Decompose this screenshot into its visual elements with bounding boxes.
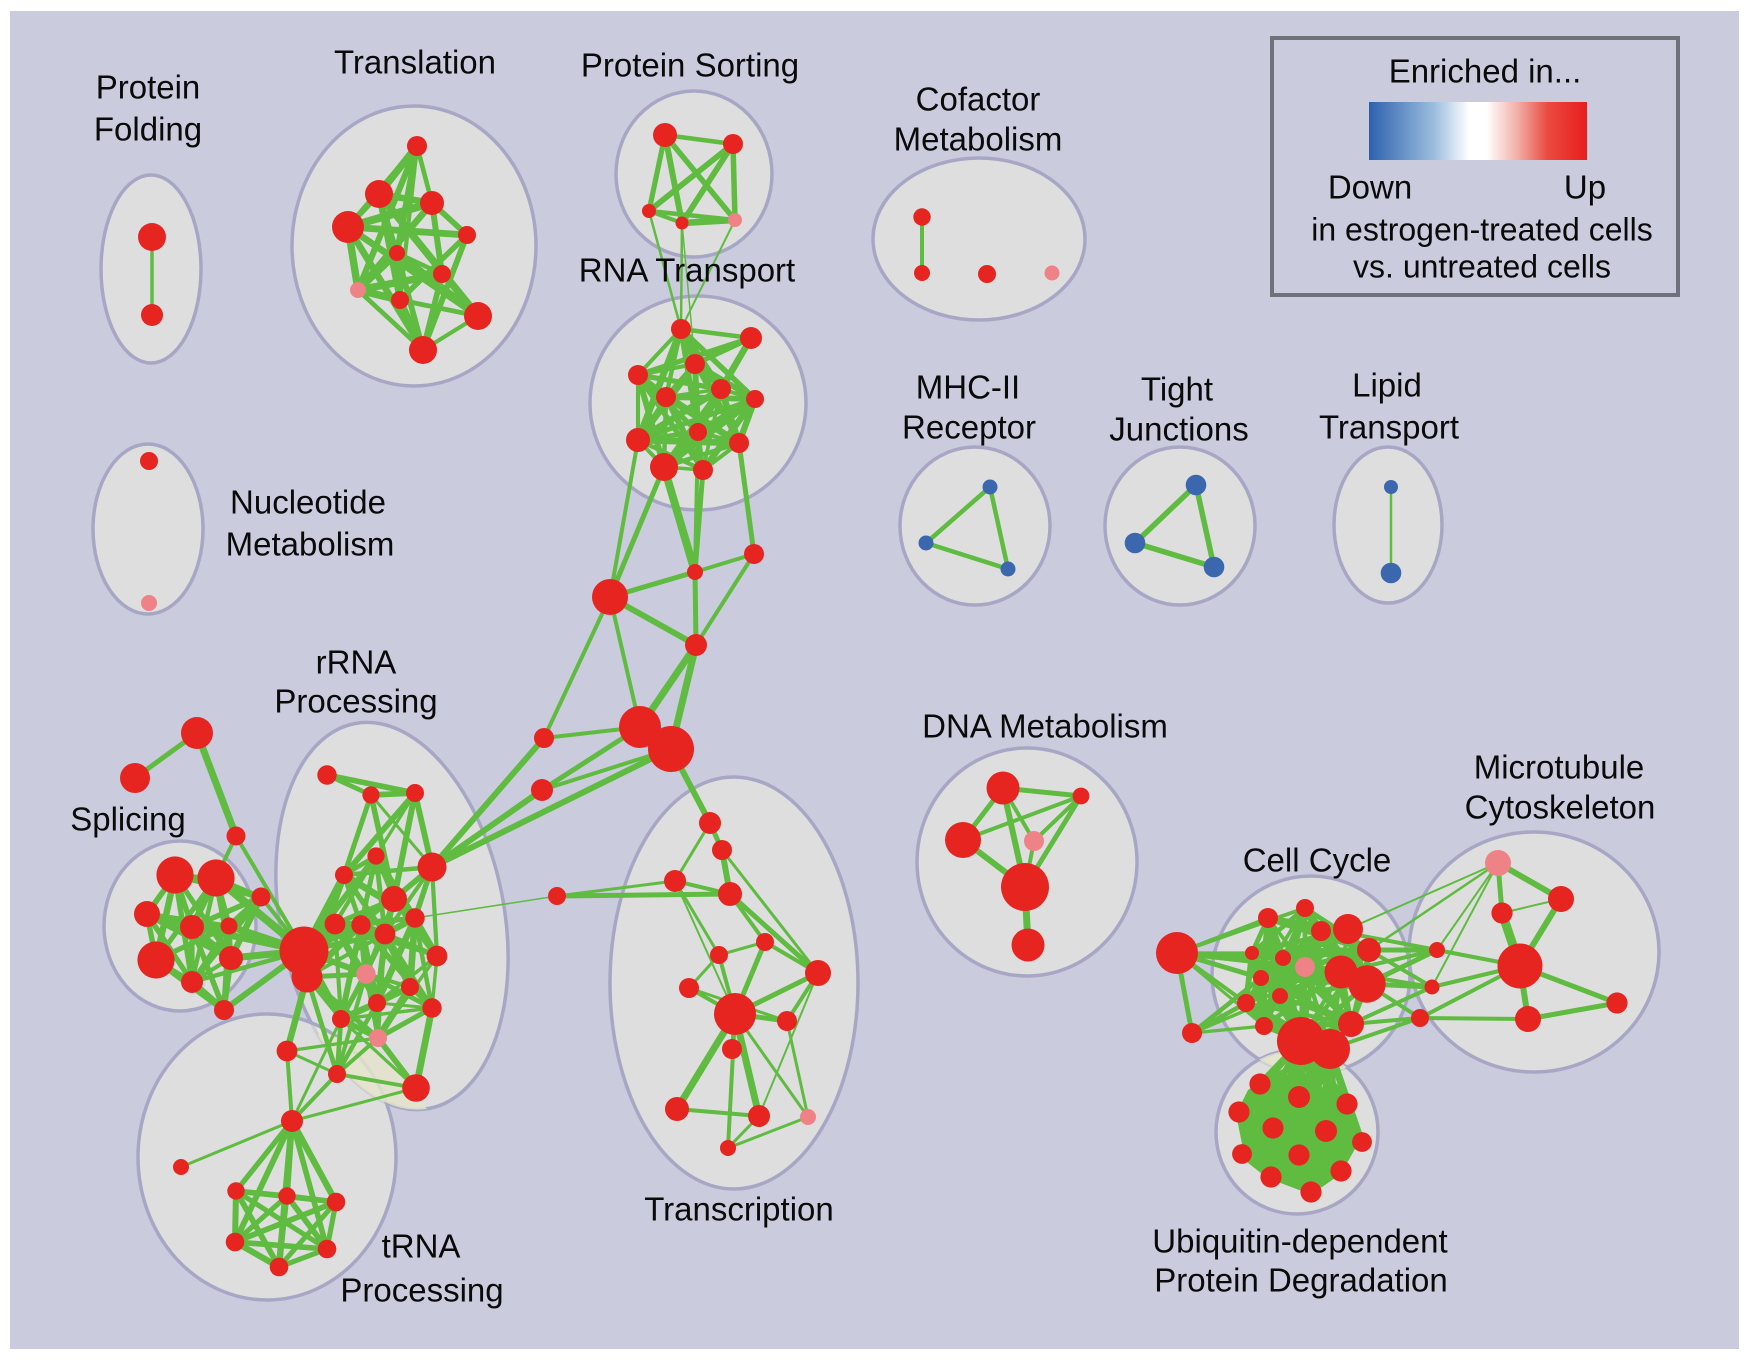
svg-text:Cell Cycle: Cell Cycle — [1243, 842, 1392, 879]
svg-text:MHC-II: MHC-II — [916, 369, 1020, 406]
svg-text:in estrogen-treated cells: in estrogen-treated cells — [1311, 211, 1653, 247]
svg-text:Cofactor: Cofactor — [916, 81, 1041, 118]
svg-text:Protein Sorting: Protein Sorting — [581, 47, 799, 84]
svg-text:Protein Degradation: Protein Degradation — [1154, 1262, 1448, 1299]
svg-text:Transport: Transport — [1319, 409, 1459, 446]
svg-text:tRNA: tRNA — [382, 1228, 461, 1265]
svg-text:rRNA: rRNA — [316, 644, 397, 681]
svg-text:Lipid: Lipid — [1352, 367, 1422, 404]
svg-text:Processing: Processing — [274, 683, 437, 720]
svg-text:Metabolism: Metabolism — [226, 526, 395, 563]
svg-text:Enriched in...: Enriched in... — [1389, 53, 1582, 90]
svg-text:Down: Down — [1328, 169, 1412, 206]
svg-text:vs. untreated cells: vs. untreated cells — [1353, 248, 1611, 284]
svg-text:Transcription: Transcription — [644, 1191, 834, 1228]
svg-text:RNA Transport: RNA Transport — [579, 252, 795, 289]
svg-text:Ubiquitin-dependent: Ubiquitin-dependent — [1152, 1223, 1447, 1260]
svg-text:Junctions: Junctions — [1109, 411, 1248, 448]
svg-text:Splicing: Splicing — [70, 801, 186, 838]
svg-text:Nucleotide: Nucleotide — [230, 484, 386, 521]
svg-text:Metabolism: Metabolism — [894, 121, 1063, 158]
svg-text:Microtubule: Microtubule — [1474, 749, 1645, 786]
svg-text:Cytoskeleton: Cytoskeleton — [1465, 789, 1656, 826]
svg-text:DNA Metabolism: DNA Metabolism — [922, 708, 1168, 745]
svg-text:Tight: Tight — [1141, 371, 1213, 408]
svg-text:Processing: Processing — [340, 1272, 503, 1309]
svg-text:Translation: Translation — [334, 44, 496, 81]
svg-text:Receptor: Receptor — [902, 409, 1036, 446]
svg-text:Protein: Protein — [96, 69, 201, 106]
svg-text:Up: Up — [1564, 169, 1606, 206]
svg-text:Folding: Folding — [94, 111, 202, 148]
